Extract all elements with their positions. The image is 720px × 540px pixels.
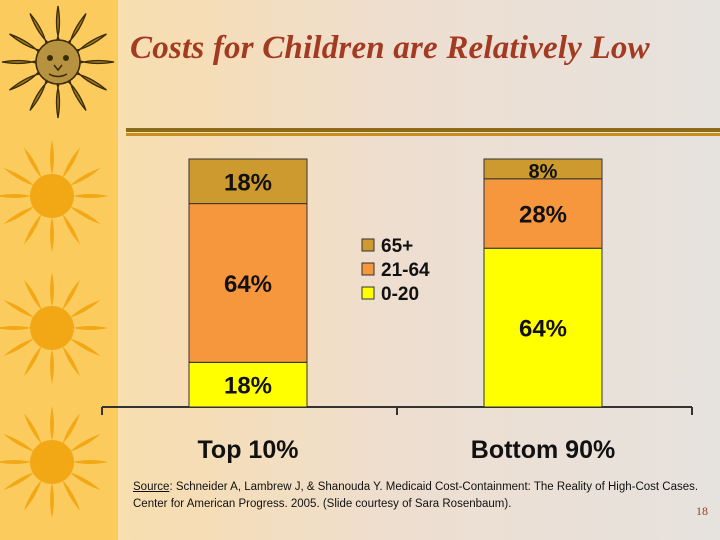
- source-label: Source: [133, 481, 170, 493]
- x-tick-label: Bottom 90%: [471, 436, 615, 464]
- bar-segment: [188, 158, 308, 205]
- legend-swatch: [361, 262, 375, 276]
- bar-segment: [188, 203, 308, 363]
- sun-icon: [0, 406, 108, 518]
- bar-segment: [483, 158, 603, 180]
- sun-face-icon: [1, 5, 115, 119]
- legend-swatch: [361, 286, 375, 300]
- bar-data-label: 18%: [224, 169, 272, 196]
- legend-label: 65+: [381, 236, 413, 257]
- bar-segment: [188, 361, 308, 408]
- bar-segment: [483, 178, 603, 249]
- source-text: : Schneider A, Lambrew J, & Shanouda Y. …: [133, 481, 699, 510]
- legend-swatch: [361, 238, 375, 252]
- page-number: 18: [696, 504, 708, 518]
- source-citation: Source: Schneider A, Lambrew J, & Shanou…: [133, 479, 703, 513]
- bar-segment: [483, 247, 603, 408]
- title-underline: [126, 128, 720, 136]
- slide-title: Costs for Children are Relatively Low: [130, 30, 650, 66]
- legend-label: 0-20: [381, 284, 419, 305]
- bar-data-label: 8%: [529, 161, 558, 183]
- legend-label: 21-64: [381, 260, 430, 281]
- bar-data-label: 18%: [224, 373, 272, 400]
- sun-icon: [0, 140, 108, 252]
- bar-data-label: 64%: [224, 271, 272, 298]
- bar-data-label: 64%: [519, 316, 567, 343]
- bar-data-label: 28%: [519, 202, 567, 229]
- x-tick-label: Top 10%: [198, 436, 299, 464]
- sun-icon: [0, 272, 108, 384]
